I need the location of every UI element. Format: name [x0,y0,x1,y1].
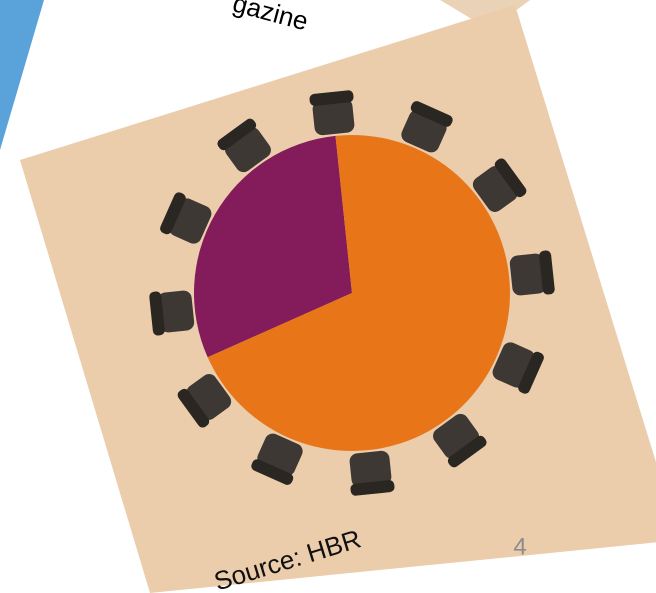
chair-back [217,118,257,151]
chair-back [494,158,527,198]
chair [472,158,527,212]
chair-back [350,480,395,496]
chair [349,450,395,496]
page-number: 4 [513,533,526,560]
chair [492,342,544,394]
chair-back [539,250,555,295]
chair [177,374,232,428]
chair [149,290,195,336]
pie-slice [207,135,510,452]
chairs [149,90,555,496]
pie [193,135,510,452]
chair-back [410,101,453,127]
accent-shape [0,0,44,150]
chair [160,192,212,244]
chair [217,118,271,173]
chair-seat [312,98,355,136]
chair-back [149,291,165,336]
chair-back [251,459,294,485]
pie-slice [193,135,352,358]
chair-back [177,388,210,428]
chair-back [160,192,186,235]
chair-back [309,90,354,106]
chair [251,433,303,485]
chair [433,413,487,468]
chair-back [518,351,544,394]
chair-back [447,435,487,468]
chair [309,90,355,136]
chair-seat [157,290,195,333]
chair-seat [509,253,547,296]
chair [509,250,555,296]
chair [401,101,453,153]
chair-seat [349,450,392,488]
